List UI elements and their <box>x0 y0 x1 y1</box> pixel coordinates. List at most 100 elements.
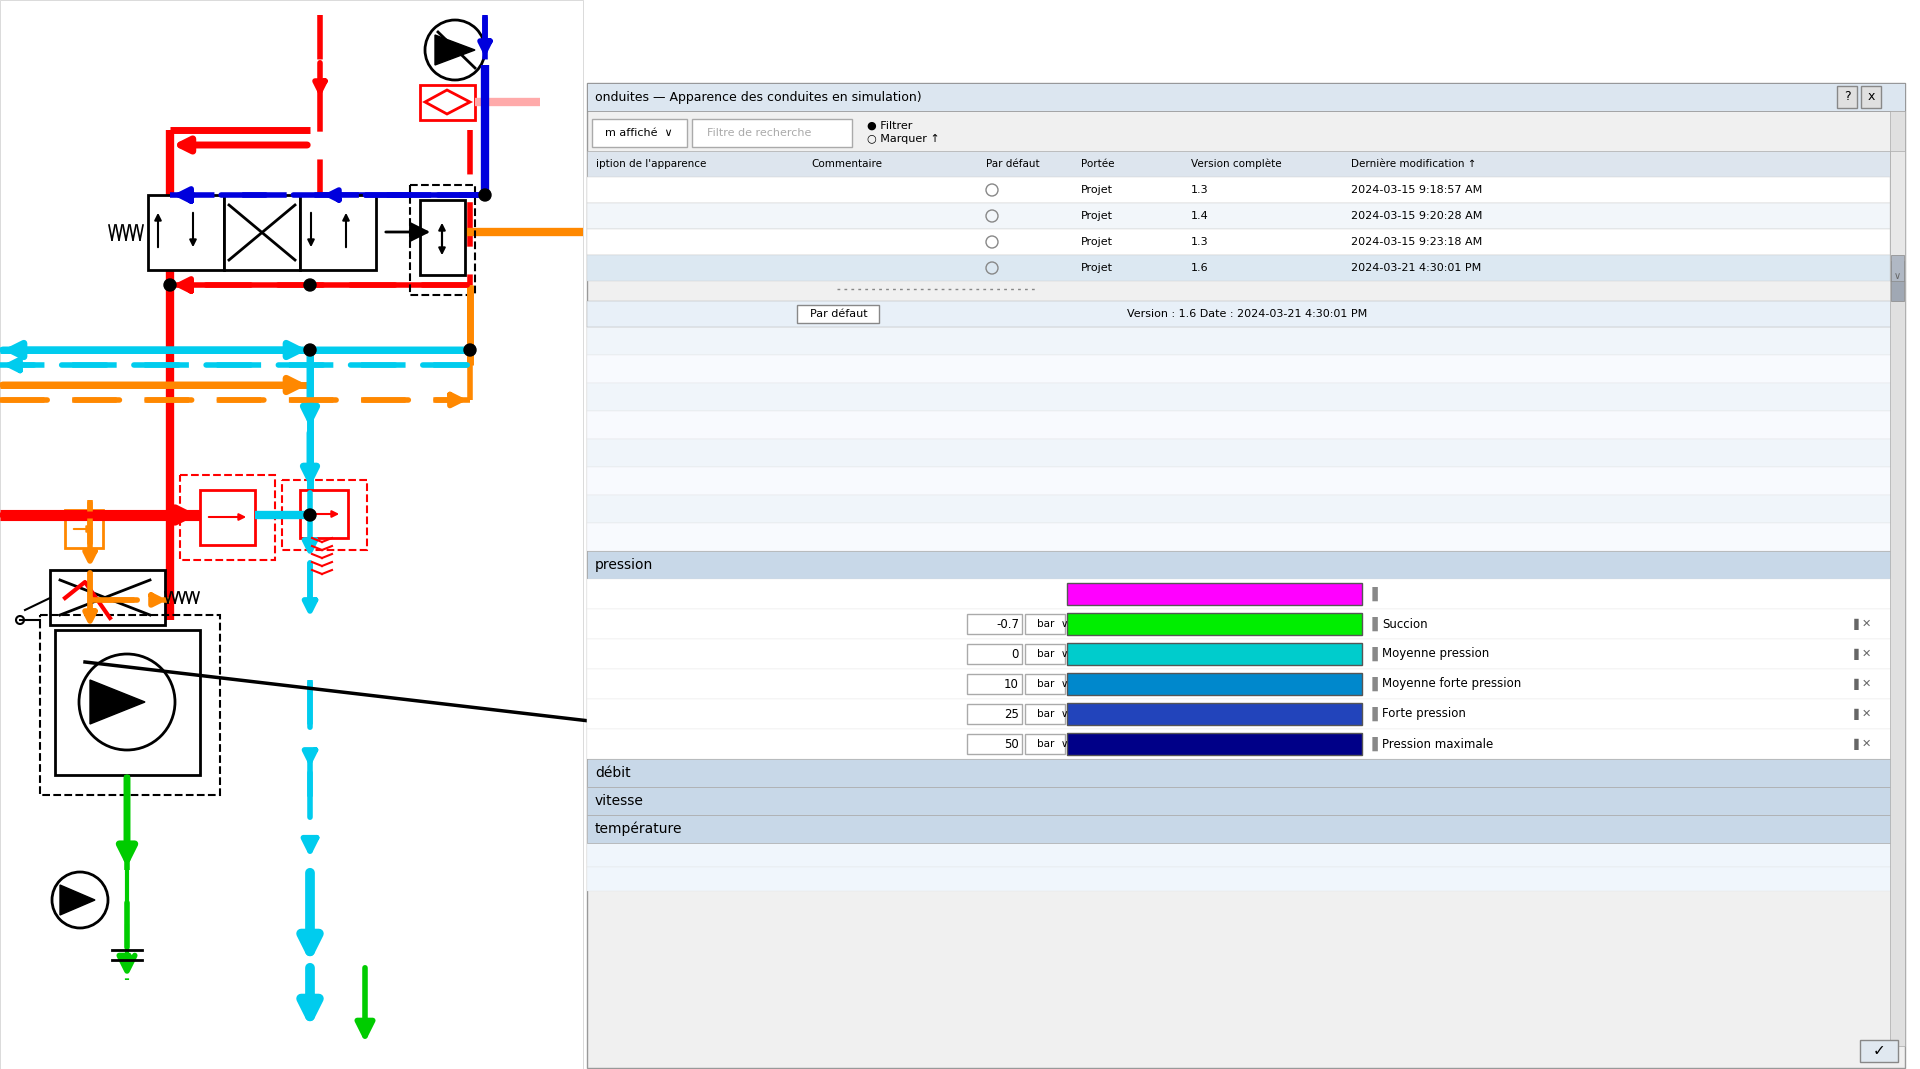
Text: 0: 0 <box>1012 648 1020 661</box>
Bar <box>588 811 1905 835</box>
Bar <box>1837 86 1857 108</box>
Text: ∨: ∨ <box>1893 272 1901 281</box>
Circle shape <box>465 344 476 356</box>
Bar <box>1889 111 1905 1045</box>
Text: ▐: ▐ <box>1367 647 1379 661</box>
Text: ▐ ✕: ▐ ✕ <box>1851 679 1872 690</box>
Text: 1.3: 1.3 <box>1190 237 1208 247</box>
Bar <box>300 490 348 538</box>
Text: x: x <box>1868 91 1874 104</box>
Text: vitesse: vitesse <box>595 794 643 808</box>
Text: Version complète: Version complète <box>1190 159 1283 169</box>
Text: -0.7: -0.7 <box>996 618 1020 631</box>
Text: 25: 25 <box>1004 708 1020 721</box>
Bar <box>148 195 225 270</box>
Bar <box>1068 613 1361 635</box>
Bar <box>588 439 1905 467</box>
Polygon shape <box>436 35 474 65</box>
Bar <box>1860 1040 1899 1062</box>
Bar <box>411 185 474 295</box>
Bar <box>588 815 1905 843</box>
Text: bar  ∨: bar ∨ <box>1037 649 1069 659</box>
Bar <box>1889 151 1905 281</box>
Bar <box>588 815 1905 839</box>
Text: iption de l'apparence: iption de l'apparence <box>595 159 707 169</box>
Bar <box>588 301 1905 327</box>
Text: ○ Marquer ↑: ○ Marquer ↑ <box>868 134 939 144</box>
Text: Version : 1.6 Date : 2024-03-21 4:30:01 PM: Version : 1.6 Date : 2024-03-21 4:30:01 … <box>1127 309 1367 319</box>
Text: ▐: ▐ <box>1367 617 1379 631</box>
Polygon shape <box>90 680 146 724</box>
Bar <box>968 614 1021 634</box>
Text: 10: 10 <box>1004 678 1020 691</box>
Text: ▐: ▐ <box>1367 677 1379 692</box>
Bar <box>1025 704 1066 724</box>
Text: Forte pression: Forte pression <box>1382 708 1465 721</box>
Bar <box>588 839 1905 863</box>
Bar <box>1891 255 1905 281</box>
Text: Projet: Projet <box>1081 185 1114 195</box>
Bar <box>691 119 852 148</box>
Bar <box>588 383 1905 410</box>
Text: ✓: ✓ <box>1872 1043 1885 1058</box>
Text: Succion: Succion <box>1382 618 1428 631</box>
Bar <box>300 195 376 270</box>
Bar <box>420 86 474 120</box>
Bar <box>588 495 1905 523</box>
Text: 2024-03-21 4:30:01 PM: 2024-03-21 4:30:01 PM <box>1352 263 1480 273</box>
Bar <box>588 669 1905 699</box>
Bar <box>588 467 1905 495</box>
Text: ▐: ▐ <box>1367 707 1379 722</box>
Text: Par défaut: Par défaut <box>987 159 1039 169</box>
Bar <box>797 305 879 323</box>
Bar <box>588 639 1905 669</box>
Bar <box>588 327 1905 355</box>
Bar <box>1025 614 1066 634</box>
Text: Projet: Projet <box>1081 211 1114 221</box>
Bar <box>420 200 465 275</box>
Bar <box>588 177 1889 203</box>
Bar <box>56 630 200 775</box>
Text: ▐ ✕: ▐ ✕ <box>1851 618 1872 630</box>
Text: Par défaut: Par défaut <box>810 309 868 319</box>
Text: ▐ ✕: ▐ ✕ <box>1851 709 1872 719</box>
Bar <box>1068 642 1361 665</box>
Text: bar  ∨: bar ∨ <box>1037 679 1069 690</box>
Text: ▐ ✕: ▐ ✕ <box>1851 739 1872 749</box>
Bar <box>588 229 1889 255</box>
Bar <box>588 151 1889 177</box>
Bar <box>588 843 1905 867</box>
Text: 2024-03-15 9:23:18 AM: 2024-03-15 9:23:18 AM <box>1352 237 1482 247</box>
Text: onduites — Apparence des conduites en simulation): onduites — Apparence des conduites en si… <box>595 91 922 104</box>
Text: ▐: ▐ <box>1367 587 1379 601</box>
Bar <box>588 203 1889 229</box>
Bar <box>588 255 1889 281</box>
Text: Commentaire: Commentaire <box>810 159 881 169</box>
Text: ?: ? <box>1843 91 1851 104</box>
Bar <box>588 410 1905 439</box>
Bar <box>1025 644 1066 664</box>
Text: m affiché  ∨: m affiché ∨ <box>605 128 672 138</box>
Bar <box>588 867 1905 890</box>
Text: 50: 50 <box>1004 738 1020 750</box>
Bar <box>1068 733 1361 755</box>
Bar <box>588 609 1905 639</box>
Bar <box>591 119 687 148</box>
Bar <box>588 579 1905 609</box>
Text: 1.6: 1.6 <box>1190 263 1208 273</box>
Bar <box>1860 86 1882 108</box>
Text: Portée: Portée <box>1081 159 1114 169</box>
Bar <box>968 734 1021 754</box>
Bar <box>968 673 1021 694</box>
Circle shape <box>303 344 317 356</box>
Text: bar  ∨: bar ∨ <box>1037 709 1069 719</box>
Circle shape <box>478 189 492 201</box>
Text: Filtre de recherche: Filtre de recherche <box>707 128 812 138</box>
Text: débit: débit <box>595 766 630 780</box>
Text: 1.3: 1.3 <box>1190 185 1208 195</box>
Bar <box>0 0 584 1069</box>
Text: 2024-03-15 9:18:57 AM: 2024-03-15 9:18:57 AM <box>1352 185 1482 195</box>
Text: température: température <box>595 822 682 836</box>
Text: ▐: ▐ <box>1367 737 1379 752</box>
Bar <box>588 551 1905 579</box>
